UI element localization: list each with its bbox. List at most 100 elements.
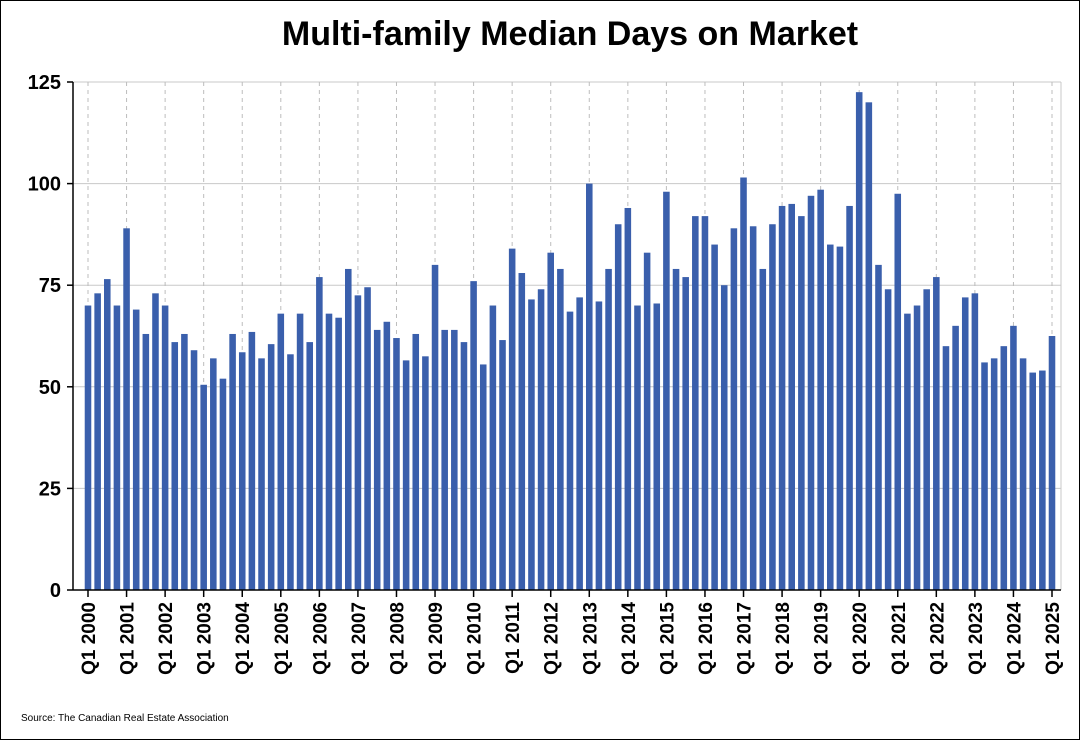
x-tick-label: Q1 2020 — [850, 602, 871, 675]
bar-q1-2019 — [817, 189, 824, 591]
x-tick-label: Q1 2014 — [619, 602, 640, 675]
bar-q3-2004 — [258, 358, 265, 590]
bar-q1-2001 — [123, 228, 130, 590]
bar-q2-2003 — [210, 358, 217, 590]
bar-q1-2009 — [431, 264, 439, 590]
bar-q1-2025 — [1048, 336, 1056, 590]
bar-q1-2024 — [1010, 325, 1017, 590]
x-tick-label: Q1 2010 — [465, 602, 486, 675]
bar-q2-2000 — [94, 293, 101, 590]
bar-q2-2015 — [672, 268, 680, 590]
bar-q1-2002 — [161, 305, 169, 590]
bar-q4-2017 — [769, 224, 776, 591]
bar-q3-2023 — [990, 358, 998, 590]
bar-q3-2011 — [528, 299, 535, 590]
bar-q3-2005 — [296, 313, 304, 590]
bar-q2-2006 — [325, 313, 333, 590]
bar-q3-2008 — [412, 333, 420, 590]
bar-q1-2016 — [701, 216, 709, 590]
bar-q4-2016 — [730, 228, 738, 590]
bar-q1-2021 — [894, 193, 902, 590]
bar-q1-2010 — [470, 281, 477, 590]
x-tick-label: Q1 2009 — [426, 602, 447, 675]
bar-q3-2017 — [759, 268, 767, 590]
x-tick-label: Q1 2001 — [118, 602, 139, 675]
x-tick-label: Q1 2017 — [735, 602, 756, 675]
bar-q1-2015 — [663, 191, 670, 590]
bar-q1-2012 — [547, 252, 554, 591]
x-tick-label: Q1 2002 — [156, 602, 177, 675]
bar-q2-2014 — [634, 305, 641, 590]
bar-q2-2005 — [287, 354, 294, 590]
x-tick-label: Q1 2000 — [79, 602, 100, 675]
bar-q4-2015 — [692, 216, 699, 590]
bar-q3-2000 — [104, 279, 111, 590]
x-tick-label: Q1 2003 — [195, 602, 216, 675]
bar-q2-2021 — [904, 313, 911, 590]
bar-q4-2021 — [923, 289, 930, 590]
y-tick-label: 50 — [39, 377, 61, 399]
x-tick-label: Q1 2005 — [272, 602, 293, 675]
x-tick-label: Q1 2016 — [696, 602, 717, 675]
bar-q3-2003 — [219, 378, 227, 590]
bar-q2-2019 — [827, 244, 834, 590]
x-tick-label: Q1 2004 — [233, 602, 254, 675]
bar-q2-2016 — [711, 244, 718, 590]
bar-q3-2001 — [142, 333, 150, 590]
x-tick-label: Q1 2019 — [812, 602, 833, 675]
x-tick-label: Q1 2022 — [927, 602, 948, 675]
y-tick-label: 0 — [50, 580, 61, 602]
bar-q4-2009 — [460, 342, 468, 590]
bar-q2-2024 — [1019, 358, 1027, 590]
bar-q4-2022 — [961, 297, 969, 590]
x-tick-label: Q1 2008 — [387, 602, 408, 675]
x-tick-label: Q1 2012 — [542, 602, 563, 675]
bar-q3-2007 — [373, 329, 381, 590]
bar-q2-2018 — [788, 203, 795, 591]
bar-q2-2008 — [402, 360, 410, 590]
bar-q2-2009 — [441, 329, 448, 590]
bar-q3-2024 — [1029, 372, 1036, 590]
bar-q1-2013 — [586, 183, 593, 590]
bar-q4-2018 — [807, 195, 815, 591]
bar-q1-2006 — [316, 277, 323, 590]
bar-q2-2022 — [942, 346, 950, 590]
bar-q3-2010 — [489, 305, 497, 590]
x-tick-label: Q1 2024 — [1004, 602, 1025, 675]
bar-q1-2008 — [393, 338, 400, 590]
bar-q4-2003 — [229, 333, 236, 590]
bar-q1-2014 — [624, 207, 632, 590]
bar-q4-2013 — [614, 224, 622, 591]
bar-q2-2007 — [364, 287, 371, 590]
bar-q4-2007 — [383, 321, 391, 590]
bar-q3-2009 — [451, 329, 458, 590]
x-tick-label: Q1 2007 — [349, 602, 370, 675]
bar-q3-2019 — [836, 246, 844, 591]
bar-q1-2004 — [238, 352, 246, 590]
bar-q1-2020 — [855, 92, 863, 590]
bar-q3-2012 — [566, 311, 574, 590]
x-tick-label: Q1 2013 — [580, 602, 601, 675]
bar-q4-2005 — [306, 342, 313, 590]
bar-q4-2014 — [653, 303, 661, 590]
bar-q2-2023 — [981, 362, 988, 590]
y-tick-label: 100 — [28, 174, 61, 196]
bar-q1-2000 — [84, 305, 92, 590]
bar-q4-2004 — [267, 344, 275, 590]
bar-q2-2013 — [595, 301, 603, 590]
y-tick-label: 125 — [28, 72, 61, 94]
bar-q3-2021 — [913, 305, 921, 590]
axes-layer: 0 25 50 75 100 125 Q1 2000 Q1 2001 Q1 2002 Q1 200… — [28, 72, 1064, 675]
bar-q4-2008 — [422, 356, 429, 590]
bar-q2-2004 — [248, 331, 256, 590]
bar-q2-2002 — [171, 342, 179, 590]
bar-q1-2011 — [508, 248, 516, 590]
x-tick-label: Q1 2023 — [966, 602, 987, 675]
bar-q4-2024 — [1039, 370, 1046, 590]
bar-q1-2018 — [778, 205, 786, 590]
chart-title: Multi-family Median Days on Market — [281, 15, 859, 53]
bar-q3-2002 — [181, 333, 188, 590]
bar-q2-2020 — [865, 102, 873, 590]
bar-q3-2022 — [952, 325, 959, 590]
